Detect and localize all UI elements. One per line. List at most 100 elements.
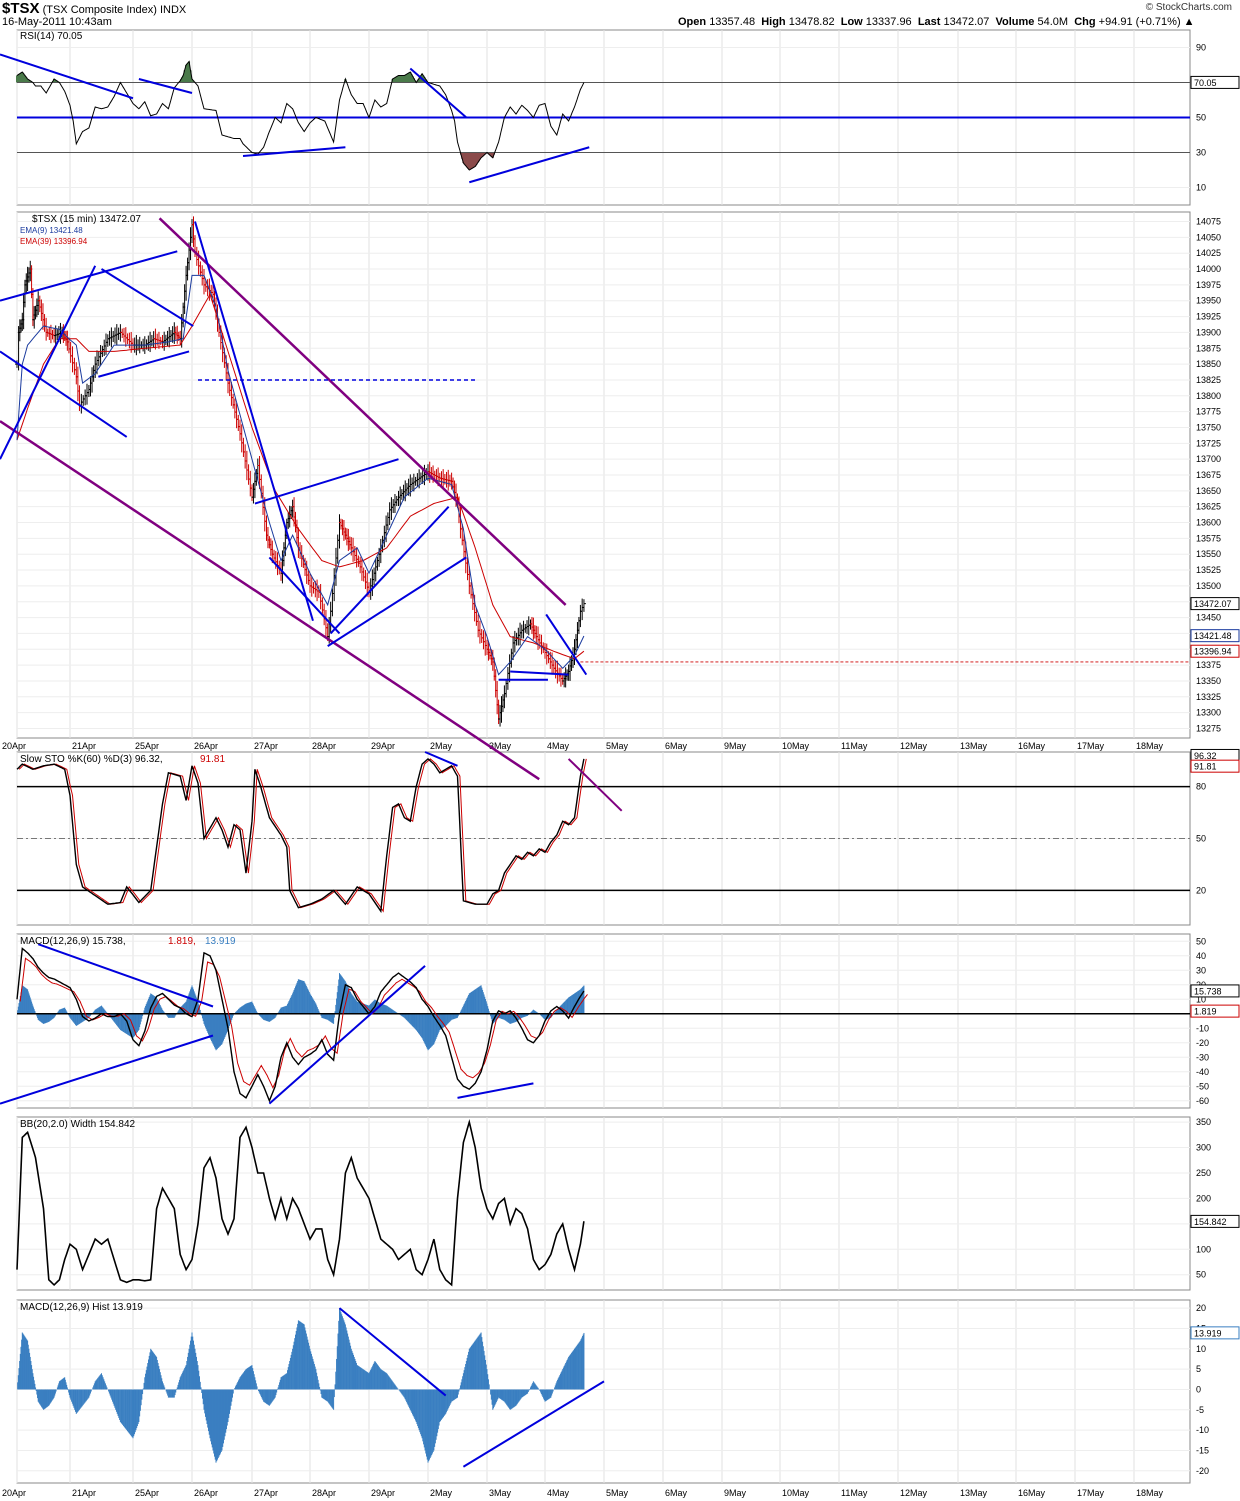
price-y-tick-label: 13825 [1196,375,1221,385]
macd-trendline [0,1034,214,1105]
series-layer [15,60,1190,1463]
grid-lines [16,30,1190,1483]
trendline [327,556,467,647]
price-y-tick-label: 13575 [1196,533,1221,543]
price-y-tick-label: 13725 [1196,438,1221,448]
x-tick-label: 20Apr [2,741,26,751]
last-value: 13472.07 [943,16,990,28]
hist-label: MACD(12,26,9) Hist 13.919 [20,1302,143,1313]
stockcharts-watermark: © StockCharts.com [1145,2,1232,13]
x-tick-label: 21Apr [72,741,96,751]
trendline [194,221,314,622]
ema9-line [16,274,585,676]
x-tick-label: 4May [547,1488,570,1498]
sto-d-tag-box [1190,759,1240,773]
x-tick-label: 9May [724,741,747,751]
price-y-tick-label: 13650 [1196,486,1221,496]
price-last-tag: 13472.07 [1190,597,1240,611]
bbw-y-tick-label: 200 [1196,1193,1211,1203]
macd-y-tick-label: -20 [1196,1038,1209,1048]
high-label: High [761,16,786,28]
x-tick-label: 29Apr [371,1488,395,1498]
sto-k-tag: 96.32 [1190,748,1240,762]
rsi-y-tick-label: 90 [1196,43,1206,53]
bbw-y-tick-label: 350 [1196,1117,1211,1127]
sto-k-line [16,757,585,914]
symbol: $TSX [2,0,40,17]
x-tick-label: 3May [489,1488,512,1498]
hist-y-tick-label: 20 [1196,1303,1206,1313]
rsi-value-tag-box [1190,75,1240,89]
low-value: 13337.96 [865,16,912,28]
trendline [510,670,569,676]
x-tick-label: 28Apr [312,1488,336,1498]
rsi-y-tick-label: 50 [1196,113,1206,123]
macd-y-tick-label: -10 [1196,1023,1209,1033]
price-y-tick-label: 14025 [1196,248,1221,258]
rsi-trendline [409,67,468,119]
x-tick-label: 17May [1077,1488,1105,1498]
hist-y-tick-label: -20 [1196,1466,1209,1476]
rsi-value-tag-text: 70.05 [1194,78,1217,88]
bbw-y-tick-label: 100 [1196,1244,1211,1254]
price-y-tick-label: 13350 [1196,676,1221,686]
price-y-tick-label: 13875 [1196,343,1221,353]
rsi-value-tag: 70.05 [1190,75,1240,89]
x-tick-label: 10May [782,741,810,751]
sto-y-tick-label: 80 [1196,782,1206,792]
macd-signal-tag-text: 1.819 [1194,1007,1217,1017]
bbw-label: BB(20,2.0) Width 154.842 [20,1119,136,1130]
trendline [0,250,178,302]
x-tick-label: 6May [665,1488,688,1498]
price-y-tick-label: 13900 [1196,327,1221,337]
ema9-value-tag: 13421.48 [1190,629,1240,643]
ema9-value-tag-box [1190,629,1240,643]
x-tick-label: 29Apr [371,741,395,751]
x-tick-label: 12May [900,1488,928,1498]
trendline [329,506,450,635]
rsi-label: RSI(14) 70.05 [20,31,83,42]
ema39-value-tag: 13396.94 [1190,644,1240,658]
macd-hist-label: 13.919 [205,936,236,947]
macd-signal-tag-box [1190,1004,1240,1018]
trendline [0,265,97,460]
sto-d-line [18,758,587,913]
x-tick-label: 3May [489,741,512,751]
x-tick-label: 5May [606,1488,629,1498]
price-y-tick-label: 13300 [1196,708,1221,718]
hist-value-tag-box [1190,1326,1240,1340]
macd-value-tag-text: 15.738 [1194,986,1222,996]
macd-signal-label: 1.819, [168,936,196,947]
panel-labels: RSI(14) 70.05 $TSX (15 min) 13472.07 EMA… [20,31,236,1313]
bbw-y-tick-label: 300 [1196,1143,1211,1153]
price-y-tick-label: 13450 [1196,613,1221,623]
rsi-y-tick-label: 30 [1196,148,1206,158]
x-tick-label: 21Apr [72,1488,96,1498]
price-y-tick-label: 13775 [1196,407,1221,417]
sto-label: Slow STO %K(60) %D(3) 96.32, [20,754,163,765]
x-tick-label: 13May [960,741,988,751]
chg-value: +94.91 (+0.71%) [1098,16,1181,28]
price-y-tick-label: 13950 [1196,296,1221,306]
up-arrow-icon: ▲ [1183,16,1195,28]
price-y-tick-label: 14075 [1196,217,1221,227]
macd-trendline [457,1082,534,1099]
hist-y-tick-label: 0 [1196,1384,1201,1394]
macd-y-tick-label: -30 [1196,1052,1209,1062]
price-last-tag-text: 13472.07 [1194,599,1232,609]
price-y-tick-label: 13500 [1196,581,1221,591]
x-tick-label: 26Apr [194,741,218,751]
trendline [545,613,588,676]
price-channel-upper-trendline [158,217,567,606]
price-y-tick-label: 13675 [1196,470,1221,480]
rsi-trendline [0,53,134,100]
macd-trendline [37,943,214,1008]
price-y-tick-label: 13325 [1196,692,1221,702]
sto-y-tick-label: 50 [1196,834,1206,844]
macd-y-tick-label: 30 [1196,965,1206,975]
rsi-trendline [242,146,346,157]
x-tick-label: 12May [900,741,928,751]
x-tick-label: 13May [960,1488,988,1498]
price-y-tick-label: 13700 [1196,454,1221,464]
